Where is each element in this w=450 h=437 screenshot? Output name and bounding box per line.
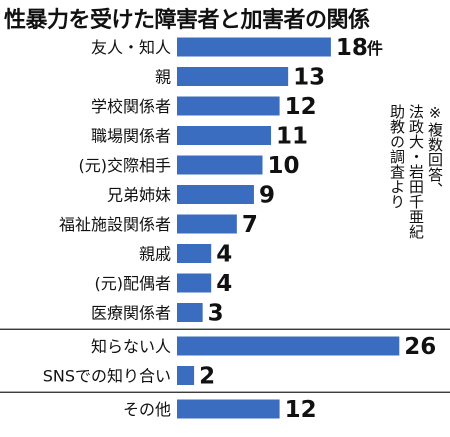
survey-note: ※複数回答、 法政大・岩田千亜紀 助教の調査より bbox=[388, 104, 444, 239]
category-label: 医療関係者 bbox=[91, 304, 171, 323]
bar bbox=[177, 303, 203, 322]
bar bbox=[177, 366, 195, 385]
bar bbox=[177, 37, 331, 57]
bar bbox=[177, 244, 212, 263]
category-label: 福祉施設関係者 bbox=[59, 215, 171, 234]
bar bbox=[177, 185, 254, 204]
unit-label: 件 bbox=[367, 39, 383, 58]
bar bbox=[177, 214, 237, 234]
category-label: SNSでの知り合い bbox=[43, 367, 171, 386]
category-label: その他 bbox=[123, 400, 171, 419]
bar bbox=[177, 273, 212, 293]
value-label: 12 bbox=[285, 94, 317, 120]
category-label: 職場関係者 bbox=[91, 127, 171, 146]
value-label: 9 bbox=[259, 183, 275, 209]
category-label: 知らない人 bbox=[91, 337, 171, 356]
value-label: 2 bbox=[199, 364, 215, 390]
bar bbox=[177, 336, 400, 356]
bar bbox=[177, 96, 280, 116]
value-label: 12 bbox=[285, 397, 317, 423]
bar bbox=[177, 126, 272, 145]
category-label: 親戚 bbox=[139, 245, 171, 264]
value-label: 4 bbox=[216, 242, 232, 268]
value-label: 13 bbox=[293, 65, 325, 91]
bar bbox=[177, 67, 289, 86]
category-label: 友人・知人 bbox=[91, 38, 171, 57]
category-label: 親 bbox=[155, 68, 171, 87]
bar bbox=[177, 399, 280, 419]
value-label: 4 bbox=[216, 271, 232, 297]
category-label: (元)配偶者 bbox=[95, 274, 172, 293]
value-label: 18 bbox=[336, 35, 368, 61]
value-label: 26 bbox=[404, 334, 436, 360]
value-label: 10 bbox=[268, 153, 300, 179]
value-label: 3 bbox=[208, 301, 224, 327]
chart-title: 性暴力を受けた障害者と加害者の関係 bbox=[4, 8, 370, 33]
bar bbox=[177, 155, 263, 175]
category-label: (元)交際相手 bbox=[79, 156, 172, 175]
value-label: 7 bbox=[242, 212, 258, 238]
value-label: 11 bbox=[276, 124, 308, 150]
category-label: 兄弟姉妹 bbox=[107, 186, 171, 205]
category-label: 学校関係者 bbox=[91, 97, 171, 116]
